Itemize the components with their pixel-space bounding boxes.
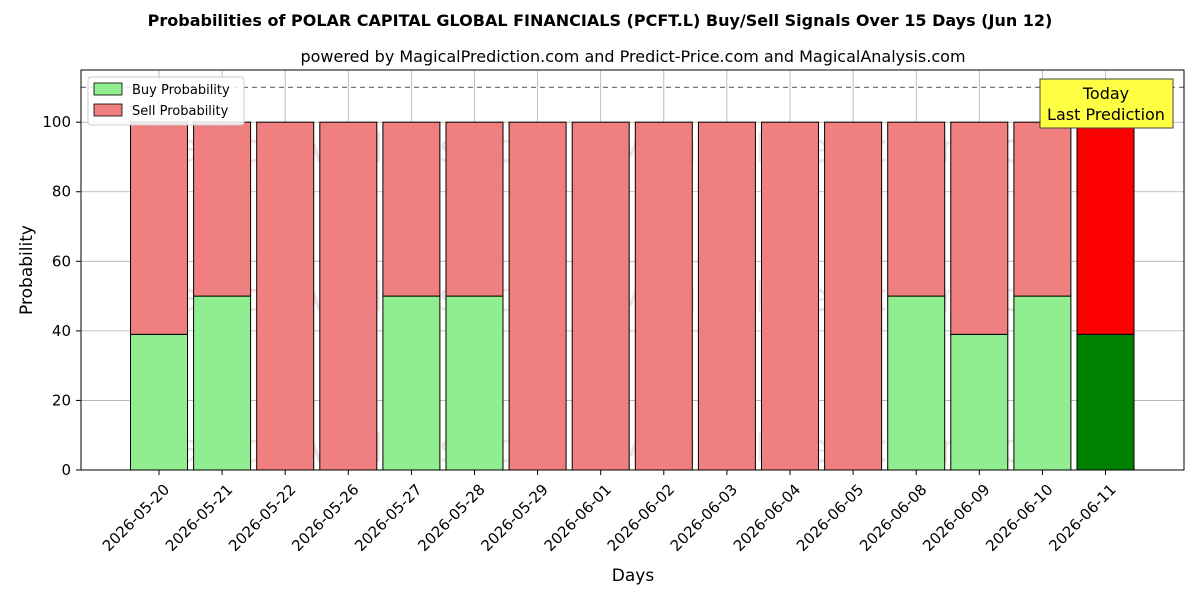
bar-sell — [634, 121, 693, 471]
y-tick-label: 100 — [42, 113, 71, 131]
legend-box — [87, 76, 245, 126]
y-tick-label: 40 — [52, 322, 71, 340]
bar-buy — [887, 295, 946, 471]
y-axis-label: Probability — [17, 225, 37, 315]
x-tick-label: 2026-05-21 — [162, 481, 236, 555]
bar-sell — [571, 121, 630, 471]
bar-buy — [130, 333, 188, 471]
x-tick-label: 2026-06-05 — [793, 481, 867, 555]
y-tick-label: 80 — [52, 183, 71, 201]
bar-sell — [887, 121, 946, 297]
x-axis-label: Days — [612, 566, 655, 586]
bar-buy — [382, 295, 441, 471]
bar-sell — [950, 121, 1009, 335]
x-tick-label: 2026-05-20 — [99, 481, 173, 555]
legend: Buy Probability Sell Probability — [87, 76, 245, 126]
x-tick-label: 2026-05-26 — [288, 481, 362, 555]
today-label: Today — [1082, 84, 1129, 103]
bar-buy — [950, 333, 1009, 471]
y-tick-label: 0 — [61, 461, 71, 479]
today-box — [1039, 78, 1174, 129]
bar-buy — [1013, 295, 1072, 471]
bar-sell — [382, 121, 441, 297]
x-tick-label: 2026-05-29 — [477, 481, 551, 555]
bar-sell — [445, 121, 504, 297]
legend-label-sell: Sell Probability — [132, 104, 229, 119]
x-tick-label: 2026-05-22 — [225, 481, 299, 555]
bar-buy — [1076, 333, 1135, 471]
legend-swatch-sell — [93, 103, 123, 117]
bar-sell — [1076, 121, 1135, 335]
y-tick-label: 60 — [52, 252, 71, 270]
x-axis-ticks: 2026-05-202026-05-212026-05-222026-05-26… — [99, 470, 1120, 555]
bar-sell — [824, 121, 883, 471]
bar-sell — [1013, 121, 1072, 297]
bar-sell — [256, 121, 315, 471]
y-tick-label: 20 — [52, 391, 71, 409]
bar-buy — [445, 295, 504, 471]
bar-sell — [193, 121, 252, 297]
bar-sell — [319, 121, 378, 471]
x-tick-label: 2026-06-09 — [919, 481, 993, 555]
last-prediction-label: Last Prediction — [1047, 105, 1165, 124]
x-tick-label: 2026-06-10 — [982, 481, 1056, 555]
chart-subtitle: powered by MagicalPrediction.com and Pre… — [300, 47, 965, 66]
legend-label-buy: Buy Probability — [132, 83, 230, 98]
bar-sell — [130, 121, 188, 335]
plot-frame — [80, 69, 1185, 471]
x-tick-label: 2026-06-11 — [1045, 481, 1119, 555]
x-tick-label: 2026-06-04 — [730, 481, 804, 555]
x-tick-label: 2026-05-28 — [414, 481, 488, 555]
today-annotation: Today Last Prediction — [1039, 78, 1174, 129]
x-tick-label: 2026-06-03 — [667, 481, 741, 555]
bar-sell — [697, 121, 756, 471]
y-axis-ticks: 0 20 40 60 80 100 — [42, 113, 81, 479]
x-tick-label: 2026-06-02 — [604, 481, 678, 555]
bars — [130, 121, 1135, 471]
bar-sell — [761, 121, 819, 471]
x-tick-label: 2026-06-01 — [541, 481, 615, 555]
bar-buy — [193, 295, 252, 471]
x-tick-label: 2026-05-27 — [351, 481, 425, 555]
legend-swatch-buy — [93, 82, 123, 96]
chart-title: Probabilities of POLAR CAPITAL GLOBAL FI… — [148, 11, 1053, 30]
bar-sell — [508, 121, 567, 471]
x-tick-label: 2026-06-08 — [856, 481, 930, 555]
